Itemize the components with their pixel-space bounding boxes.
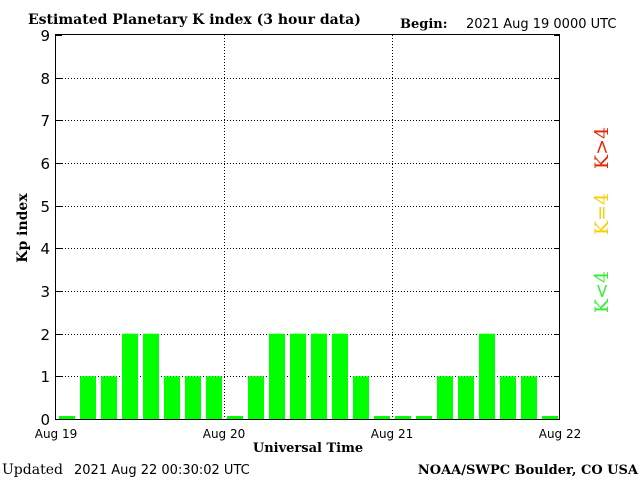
source-credit: NOAA/SWPC Boulder, CO USA [418, 463, 639, 478]
y-tick-label: 0 [40, 411, 50, 429]
x-tick-label: Aug 22 [539, 427, 582, 441]
y-axis-ticks: 0 1 2 3 4 5 6 7 8 9 [40, 27, 560, 429]
bars-group [59, 333, 558, 419]
kp-bar [143, 333, 159, 419]
kp-bar [416, 416, 432, 419]
x-tick-label: Aug 20 [203, 427, 246, 441]
kp-bar [80, 376, 96, 419]
begin-label: Begin: [400, 17, 448, 32]
x-tick-label: Aug 21 [371, 427, 414, 441]
kp-bar [353, 376, 369, 419]
legend-item: K<4 [591, 271, 613, 313]
y-tick-label: 2 [40, 326, 50, 344]
legend-item: K=4 [591, 193, 613, 235]
y-tick-label: 8 [40, 70, 50, 88]
kp-bar [269, 333, 285, 419]
kp-bar [311, 333, 327, 419]
y-tick-label: 7 [40, 112, 50, 130]
y-tick-label: 6 [40, 155, 50, 173]
begin-value: 2021 Aug 19 0000 UTC [466, 17, 616, 32]
kp-bar [542, 416, 558, 419]
updated-label: Updated [2, 462, 63, 478]
kp-bar [101, 376, 117, 419]
y-tick-label: 9 [40, 27, 50, 45]
kp-bar [521, 376, 537, 419]
kp-bar [248, 376, 264, 419]
kp-bar [437, 376, 453, 419]
kp-bar [500, 376, 516, 419]
y-tick-label: 3 [40, 283, 50, 301]
x-axis-ticks: Aug 19 Aug 20 Aug 21 Aug 22 [35, 427, 582, 441]
x-tick-label: Aug 19 [35, 427, 78, 441]
y-tick-label: 5 [40, 198, 50, 216]
kp-bar [458, 376, 474, 419]
legend: K<4 K=4 K>4 [591, 127, 613, 313]
kp-bar [185, 376, 201, 419]
kp-bar [374, 416, 390, 419]
plot-frame [55, 34, 560, 420]
kp-bar [164, 376, 180, 419]
kp-bar [59, 416, 75, 419]
y-tick-label: 1 [40, 368, 50, 386]
x-axis-label: Universal Time [253, 441, 363, 456]
kp-bar [227, 416, 243, 419]
y-tick-label: 4 [40, 240, 50, 258]
kp-bar [206, 376, 222, 419]
kp-bar [122, 333, 138, 419]
kp-bar [332, 333, 348, 419]
updated-value: 2021 Aug 22 00:30:02 UTC [74, 463, 250, 478]
kp-bar [290, 333, 306, 419]
grid-lines [56, 35, 560, 419]
kp-bar [479, 333, 495, 419]
chart-title: Estimated Planetary K index (3 hour data… [28, 12, 361, 28]
y-axis-label: Kp index [15, 193, 31, 263]
legend-item: K>4 [591, 127, 613, 169]
kp-bar [395, 416, 411, 419]
